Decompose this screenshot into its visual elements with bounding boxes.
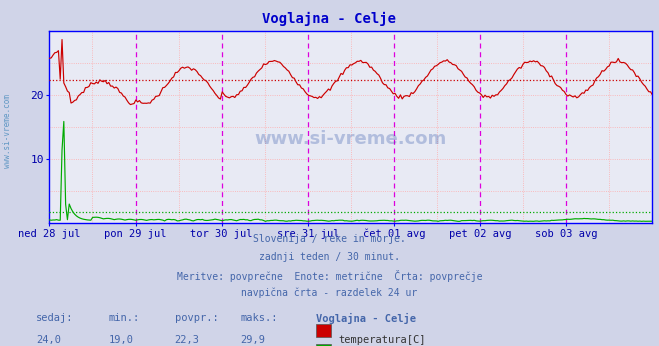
Text: zadnji teden / 30 minut.: zadnji teden / 30 minut. xyxy=(259,252,400,262)
Text: sedaj:: sedaj: xyxy=(36,313,74,323)
Text: 24,0: 24,0 xyxy=(36,335,61,345)
Text: min.:: min.: xyxy=(109,313,140,323)
Text: maks.:: maks.: xyxy=(241,313,278,323)
Text: navpična črta - razdelek 24 ur: navpična črta - razdelek 24 ur xyxy=(241,288,418,298)
Text: temperatura[C]: temperatura[C] xyxy=(339,335,426,345)
Text: Voglajna - Celje: Voglajna - Celje xyxy=(316,313,416,324)
Text: 19,0: 19,0 xyxy=(109,335,134,345)
Text: 29,9: 29,9 xyxy=(241,335,266,345)
Text: www.si-vreme.com: www.si-vreme.com xyxy=(255,130,447,148)
Text: povpr.:: povpr.: xyxy=(175,313,218,323)
Text: Slovenija / reke in morje.: Slovenija / reke in morje. xyxy=(253,234,406,244)
Text: Meritve: povprečne  Enote: metrične  Črta: povprečje: Meritve: povprečne Enote: metrične Črta:… xyxy=(177,270,482,282)
Text: www.si-vreme.com: www.si-vreme.com xyxy=(3,94,13,169)
Text: 22,3: 22,3 xyxy=(175,335,200,345)
Text: Voglajna - Celje: Voglajna - Celje xyxy=(262,12,397,26)
